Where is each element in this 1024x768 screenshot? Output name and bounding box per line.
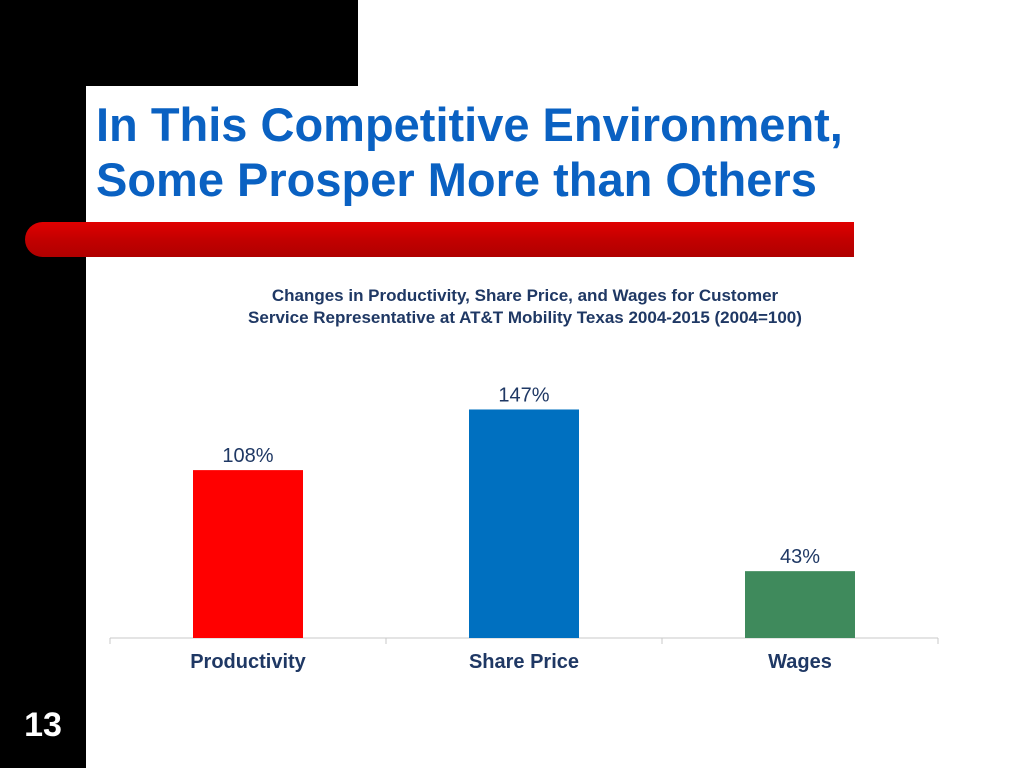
top-black-block bbox=[0, 0, 358, 86]
bar-share-price bbox=[469, 409, 579, 638]
chart-title-line-1: Changes in Productivity, Share Price, an… bbox=[271, 286, 779, 305]
bar-wages bbox=[745, 571, 855, 638]
chart-title-line-2: Service Representative at AT&T Mobility … bbox=[248, 308, 802, 327]
category-label: Wages bbox=[768, 651, 832, 673]
category-label: Share Price bbox=[469, 651, 579, 673]
slide-title-line-2: Some Prosper More than Others bbox=[96, 153, 817, 206]
category-label: Productivity bbox=[190, 651, 306, 673]
left-black-bar bbox=[0, 0, 86, 768]
data-label: 108% bbox=[222, 445, 273, 467]
data-label: 147% bbox=[498, 384, 549, 406]
slide-title-line-1: In This Competitive Environment, bbox=[96, 98, 843, 151]
chart-title: Changes in Productivity, Share Price, an… bbox=[150, 285, 900, 329]
bar-productivity bbox=[193, 470, 303, 638]
red-accent-bar bbox=[25, 222, 854, 257]
slide-title: In This Competitive Environment, Some Pr… bbox=[96, 97, 976, 207]
page-number: 13 bbox=[24, 706, 62, 744]
data-label: 43% bbox=[780, 546, 820, 568]
